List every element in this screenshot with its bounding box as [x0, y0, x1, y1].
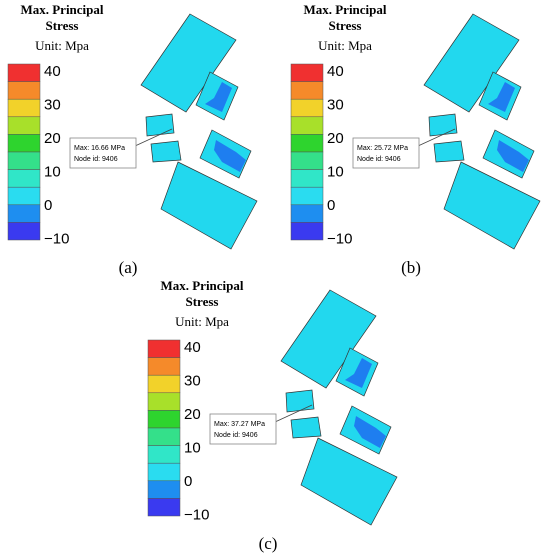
part: [428, 113, 458, 137]
color-band: [7, 63, 41, 82]
color-band: [7, 98, 41, 118]
legend-unit: Unit: Mpa: [175, 314, 229, 329]
annotation-text: Max: 16.66 MPa: [74, 145, 125, 152]
color-band: [290, 81, 324, 100]
color-band: [290, 63, 324, 82]
leader-line: [134, 128, 173, 147]
legend-tick: 30: [327, 97, 344, 114]
part: [145, 113, 175, 137]
part: [150, 140, 182, 163]
stress-region: [345, 358, 372, 388]
part: [285, 389, 315, 413]
leader-line: [417, 128, 456, 147]
annotation-text: Node id: 9406: [357, 156, 401, 163]
color-band: [290, 98, 324, 118]
color-band: [7, 116, 41, 135]
legend-tick: −10: [184, 507, 209, 524]
legend-tick: 40: [184, 339, 201, 356]
annotation-text: Max: 25.72 MPa: [357, 145, 408, 152]
legend-tick: 30: [44, 97, 61, 114]
stress-region: [354, 416, 386, 448]
color-band: [7, 204, 41, 223]
color-band: [290, 186, 324, 206]
legend-tick: 20: [44, 130, 61, 147]
legend-tick: 20: [327, 130, 344, 147]
color-band: [290, 204, 324, 223]
legend-tick: 30: [184, 373, 201, 390]
part: [140, 13, 237, 113]
color-band: [7, 134, 41, 153]
legend-tick: 10: [327, 164, 344, 181]
legend-title: Max. Principal: [303, 2, 386, 17]
legend-tick: −10: [327, 231, 352, 248]
color-band: [147, 480, 181, 499]
part: [433, 140, 465, 163]
legend-title: Max. Principal: [160, 278, 243, 293]
part: [290, 416, 322, 439]
part: [280, 289, 377, 389]
legend-tick: 0: [184, 473, 192, 490]
part: [443, 161, 541, 250]
panel-label: (c): [259, 534, 278, 553]
annotation-box: [352, 137, 420, 169]
legend-tick: 10: [44, 164, 61, 181]
color-band: [7, 151, 41, 170]
legend-title: Stress: [329, 18, 362, 33]
legend-tick: 0: [44, 197, 52, 214]
color-band: [7, 169, 41, 188]
color-band: [7, 81, 41, 100]
legend-tick: 20: [184, 406, 201, 423]
panel-label: (a): [119, 258, 138, 277]
color-band: [290, 222, 324, 241]
stress-region: [488, 82, 515, 112]
color-band: [7, 186, 41, 206]
legend-unit: Unit: Mpa: [318, 38, 372, 53]
part: [300, 437, 398, 526]
legend-unit: Unit: Mpa: [35, 38, 89, 53]
legend-title: Max. Principal: [20, 2, 103, 17]
color-band: [147, 410, 181, 429]
legend-title: Stress: [186, 294, 219, 309]
leader-line: [274, 404, 313, 423]
color-band: [147, 498, 181, 517]
color-band: [147, 374, 181, 394]
color-band: [147, 357, 181, 376]
color-band: [147, 427, 181, 446]
annotation-box: [69, 137, 137, 169]
legend-tick: 10: [184, 440, 201, 457]
panel-label: (b): [401, 258, 421, 277]
color-band: [290, 151, 324, 170]
legend-tick: 0: [327, 197, 335, 214]
legend-tick: 40: [327, 63, 344, 80]
color-band: [147, 445, 181, 464]
annotation-text: Node id: 9406: [74, 156, 118, 163]
stress-region: [205, 82, 232, 112]
legend-tick: −10: [44, 231, 69, 248]
annotation-text: Node id: 9406: [214, 432, 258, 439]
annotation-box: [209, 413, 277, 445]
color-band: [7, 222, 41, 241]
stress-region: [497, 140, 529, 172]
part: [423, 13, 520, 113]
color-band: [290, 134, 324, 153]
annotation-text: Max: 37.27 MPa: [214, 421, 265, 428]
color-band: [147, 392, 181, 411]
color-band: [290, 116, 324, 135]
color-band: [147, 462, 181, 482]
color-band: [147, 339, 181, 358]
part: [160, 161, 258, 250]
legend-tick: 40: [44, 63, 61, 80]
legend-title: Stress: [46, 18, 79, 33]
color-band: [290, 169, 324, 188]
stress-region: [214, 140, 246, 172]
